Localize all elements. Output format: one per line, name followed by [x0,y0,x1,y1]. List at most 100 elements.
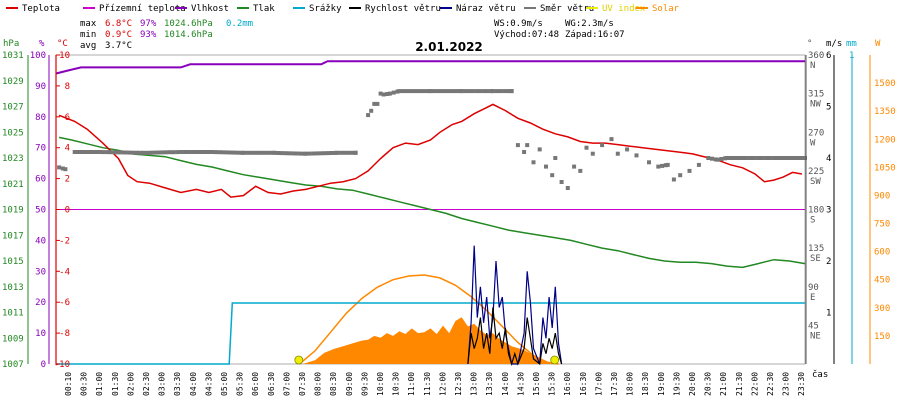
tick-ms: 5 [826,103,831,113]
tick-c: -8 [59,329,70,339]
stat-min-hum: 93% [140,30,157,40]
tick-deg: 315 [808,90,824,100]
legend-label: Přízemní teplota [99,4,186,14]
legend-swatch [586,7,598,9]
stat-max-rain: 0.2mm [226,19,253,29]
legend-label: UV index [602,4,646,14]
wind-dir-point [590,151,595,156]
tick-x: 06:30 [267,372,276,396]
humidity-line [55,60,805,75]
legend-label: Teplota [22,4,60,14]
wind-dir-point [467,89,472,94]
wind-dir-point [101,150,106,155]
wind-dir-point [152,150,157,155]
wind-dir-point [338,150,343,155]
tick-x: 16:30 [579,372,588,396]
wind-dir-point [732,156,737,160]
legend-swatch [293,7,305,9]
stat-sunset: Západ:16:07 [565,30,625,40]
wind-dir-point [656,164,661,169]
wind-dir-point [276,151,281,155]
wind-dir-point [794,156,799,160]
stat-min-label: min [80,30,96,40]
stats-panel: max 6.8°C 97% 1024.6hPa 0.2mm min 0.9°C … [80,19,625,51]
wind-dir-point [349,150,354,155]
wind-dir-point [544,164,548,169]
wind-dir-point [366,113,371,118]
tick-dir: NW [810,100,821,110]
axis-c-label: °C [57,39,68,49]
wind-dir-point [76,150,81,154]
tick-w: 1050 [874,163,896,173]
wind-dir-point [744,156,749,160]
legend-label: Rychlost větru [365,4,441,14]
tick-pct: 0 [41,360,46,370]
tick-x: 10:00 [376,372,385,396]
tick-x: 20:00 [688,372,697,396]
tick-c: -6 [59,298,70,308]
wind-dir-point [84,150,88,154]
tick-x: 21:30 [735,372,744,396]
tick-hpa: 1029 [2,77,24,87]
wind-dir-point [416,89,420,94]
wind-dir-point [537,147,542,152]
wind-dir-point [397,89,402,94]
wind-dir-point [279,151,284,156]
tick-x: 19:30 [672,372,681,396]
wind-dir-point [600,143,605,148]
wind-dir-point [706,156,711,160]
wind-dir-point [428,89,433,94]
wind-dir-point [131,150,136,155]
wind-dir-point [193,150,198,154]
wind-dir-point [515,143,520,148]
wind-dir-point [719,157,724,161]
tick-deg: 45 [808,321,819,331]
tick-ms: 6 [826,51,831,61]
wind-dir-point [748,156,753,160]
legend-swatch [6,7,18,9]
tick-x: 06:00 [251,372,260,396]
uv-point [294,355,304,365]
rain-line [56,302,805,365]
axis-w-label: W [875,39,881,49]
wind-dir-point [112,150,117,155]
wind-dir-point [505,89,510,94]
wind-dir-point [625,147,630,152]
wind-dir-point [156,150,161,155]
stat-max-press: 1024.6hPa [164,19,213,29]
tick-c: 2 [65,175,70,185]
tick-c: 10 [59,51,70,61]
wind-dir-point [87,150,92,154]
wind-dir-point [665,162,670,167]
wind-dir-point [95,150,100,154]
tick-x: 01:30 [111,372,120,396]
tick-x: 16:00 [563,372,572,396]
wind-dir-point [725,156,729,160]
legend-swatch [175,7,187,9]
tick-pct: 10 [35,329,46,339]
stat-avg-label: avg [80,41,96,51]
wind-dir-point [443,89,448,94]
wind-dir-point [432,89,437,94]
tick-pct: 90 [35,82,46,92]
wind-dir-point [509,89,514,94]
tick-pct: 40 [35,236,46,246]
tick-hpa: 1025 [2,128,24,138]
stat-avg-temp: 3.7°C [105,41,132,51]
wind-dir-point [72,150,77,154]
tick-deg: 270 [808,128,824,138]
tick-x: 14:00 [501,372,510,396]
axis-mm-label: mm [846,39,857,49]
wind-speed-line [467,307,563,367]
wind-dir-point [228,150,233,155]
wind-dir-point [213,150,218,155]
tick-w: 1500 [874,79,896,89]
wind-dir-point [272,150,277,155]
tick-x: 20:30 [704,372,713,396]
wind-dir-point [116,150,121,155]
wind-dir-point [715,157,720,162]
tick-x: 23:00 [782,372,791,396]
wind-dir-point [447,89,452,94]
wind-dir-point [419,89,424,94]
axis-x-label: čas [812,369,828,380]
